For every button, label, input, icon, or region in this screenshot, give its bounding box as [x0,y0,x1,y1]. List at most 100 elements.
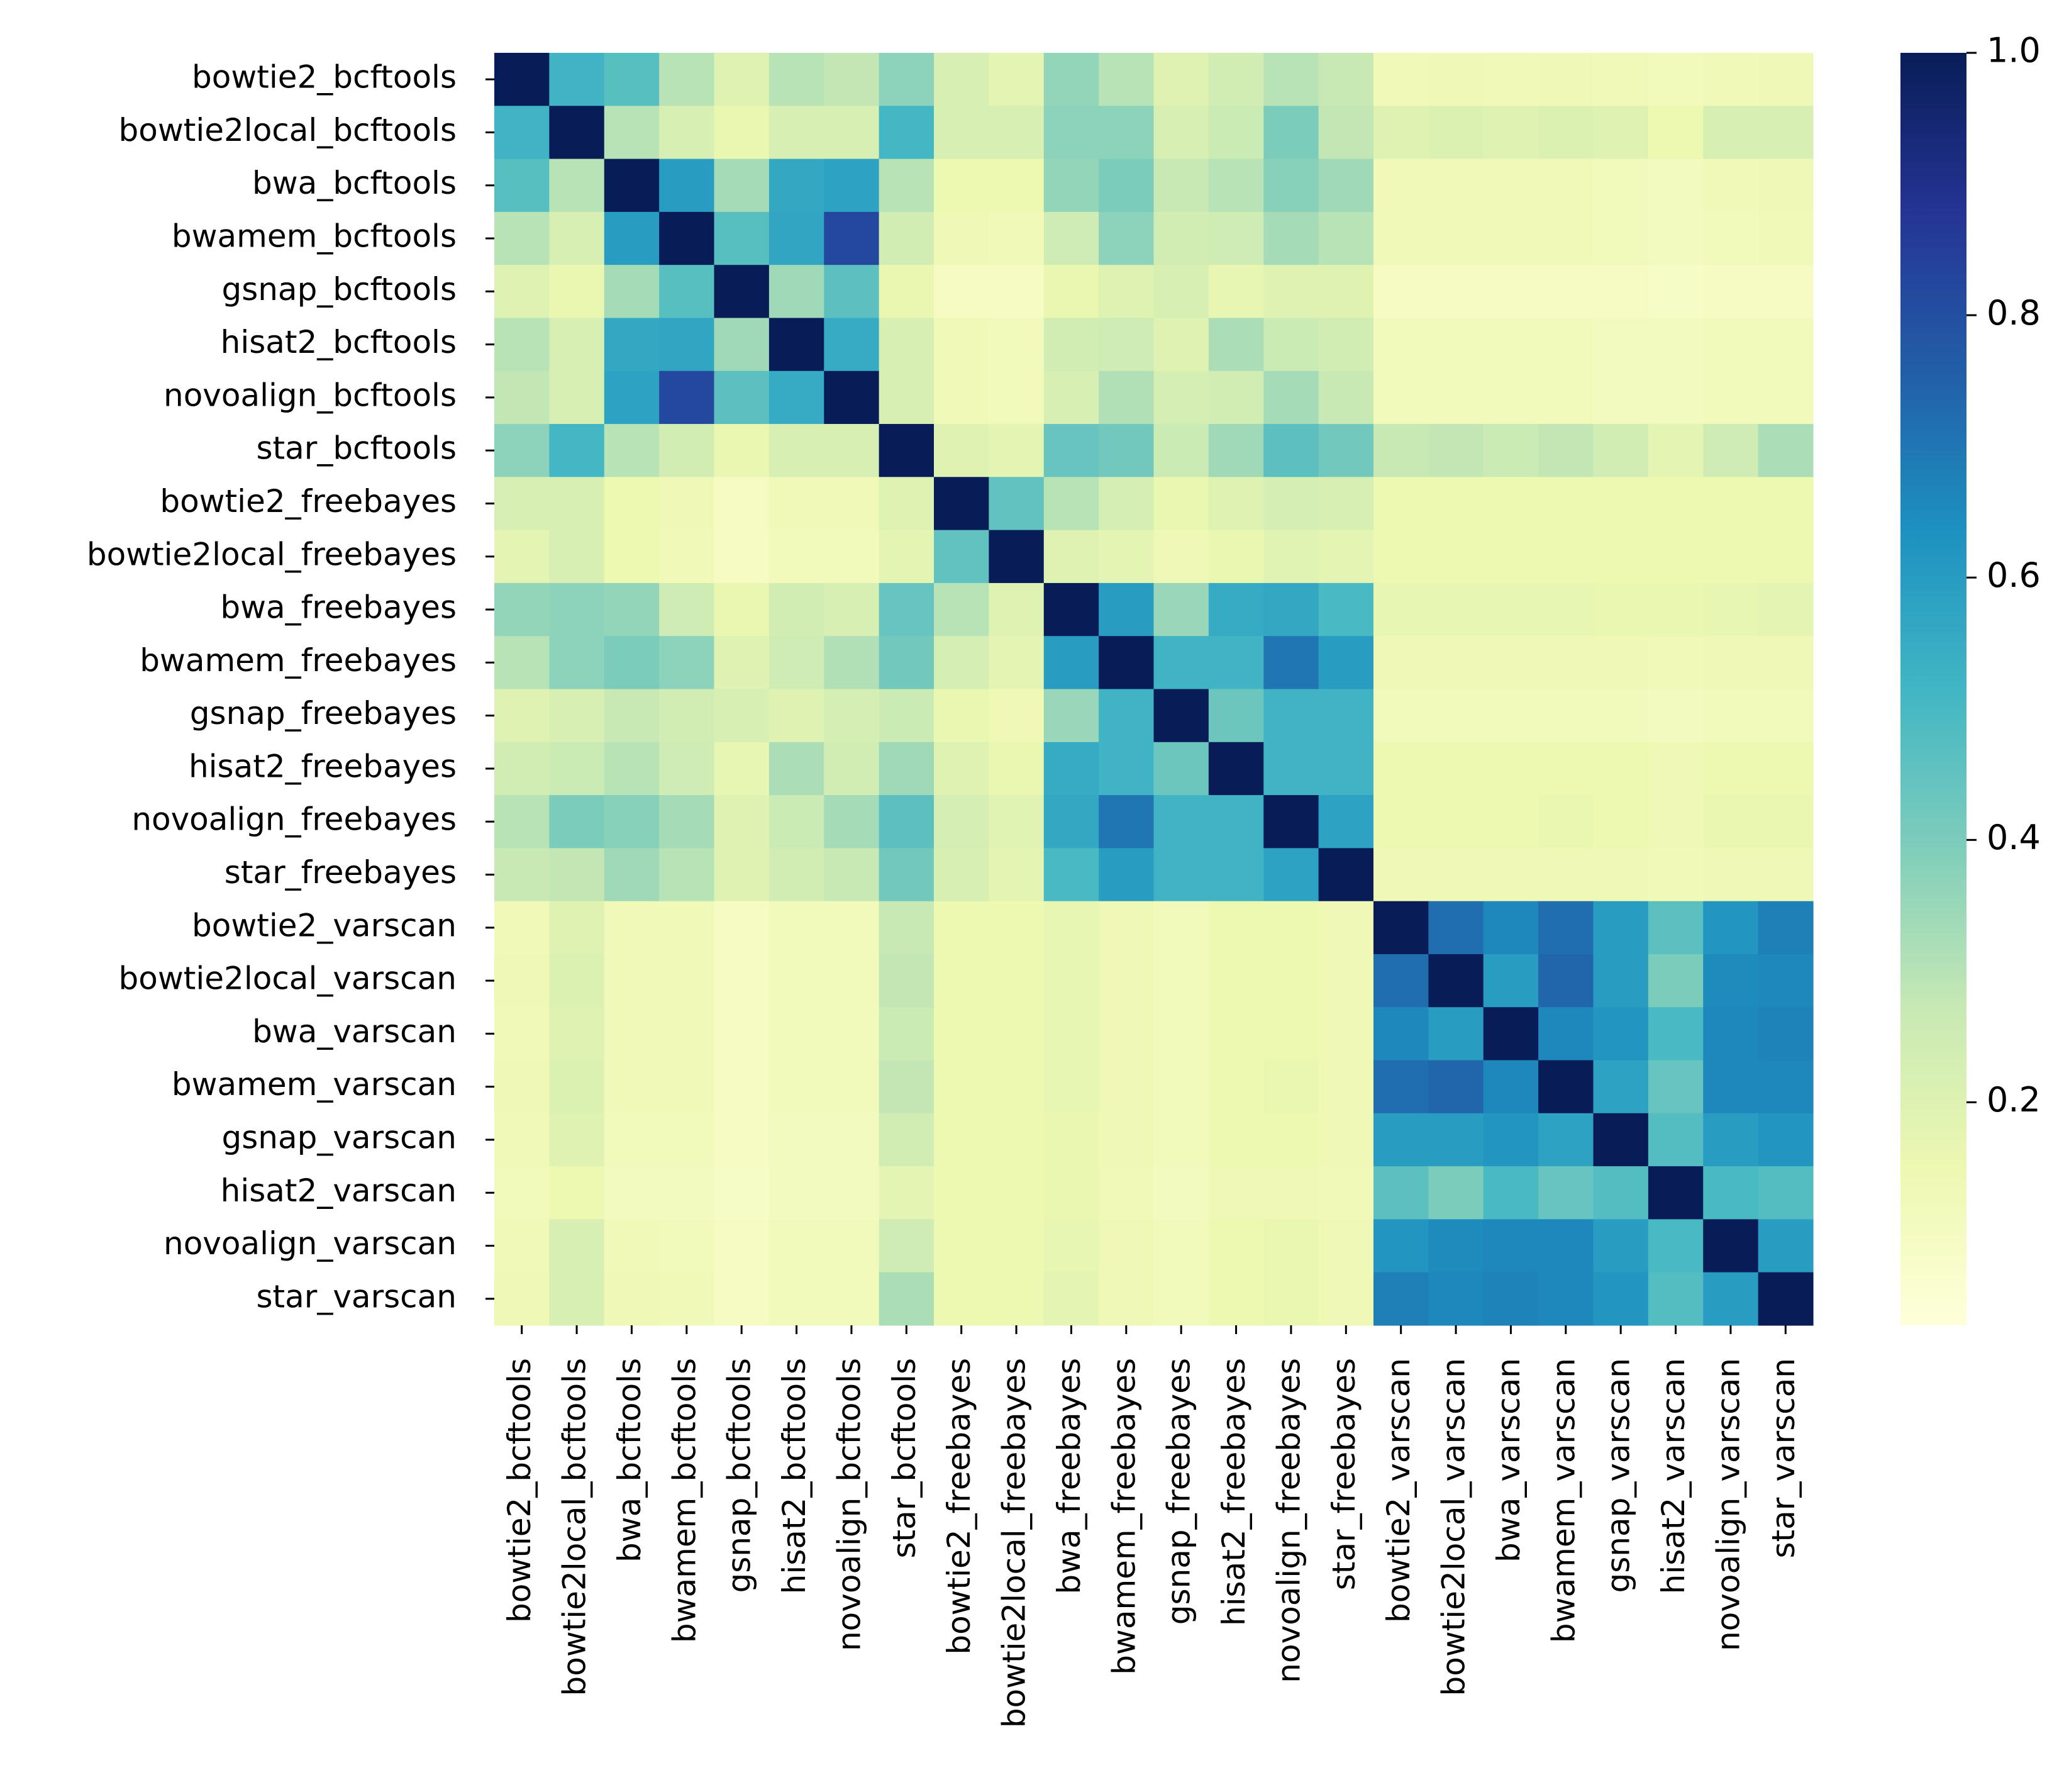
heatmap-cell-2-11 [1099,159,1155,213]
heatmap-cell-23-16 [1373,1272,1429,1326]
heatmap-cell-4-14 [1263,265,1319,319]
heatmap-cell-7-12 [1153,424,1209,477]
heatmap-cell-7-7 [879,424,935,477]
heatmap-cell-18-4 [714,1007,770,1061]
heatmap-cell-21-17 [1428,1166,1484,1220]
heatmap-cell-0-10 [1043,53,1099,106]
heatmap-cell-18-23 [1758,1007,1814,1061]
heatmap-cell-19-0 [494,1060,550,1114]
heatmap-cell-18-21 [1648,1007,1704,1061]
heatmap-cell-5-2 [604,318,660,372]
heatmap-cell-5-7 [879,318,935,372]
heatmap-cell-1-7 [879,106,935,160]
heatmap-cell-10-3 [659,582,715,637]
heatmap-cell-15-4 [714,848,770,902]
colorbar-tick-label: 0.2 [1987,1080,2041,1120]
column-label: star_varscan [1765,1358,1802,1559]
heatmap-cell-10-18 [1483,582,1539,637]
heatmap-cell-20-9 [989,1113,1045,1167]
heatmap-cell-21-21 [1648,1166,1704,1220]
heatmap-cell-10-21 [1648,582,1704,637]
heatmap-cell-6-22 [1703,370,1759,425]
heatmap-cell-21-10 [1043,1166,1099,1220]
heatmap-cell-12-3 [659,689,715,743]
heatmap-cell-10-12 [1153,582,1209,637]
heatmap-cell-7-17 [1428,424,1484,477]
heatmap-cell-11-13 [1208,636,1264,690]
heatmap-cell-13-18 [1483,742,1539,796]
heatmap-cell-20-22 [1703,1113,1759,1167]
heatmap-cell-8-23 [1758,477,1814,531]
heatmap-cell-18-17 [1428,1007,1484,1061]
heatmap-cell-23-18 [1483,1272,1539,1326]
heatmap-cell-16-14 [1263,901,1319,955]
heatmap-cell-15-16 [1373,848,1429,902]
heatmap-cell-22-11 [1099,1219,1155,1273]
column-label: bwa_varscan [1490,1358,1527,1562]
heatmap-cell-0-4 [714,53,770,106]
heatmap-cell-9-19 [1538,530,1594,584]
row-label: bwamem_freebayes [140,642,457,679]
heatmap-cell-9-16 [1373,530,1429,584]
heatmap-cell-17-19 [1538,954,1594,1008]
heatmap-cell-1-23 [1758,106,1814,160]
heatmap-cell-9-21 [1648,530,1704,584]
heatmap-cell-19-7 [879,1060,935,1114]
heatmap-cell-16-9 [989,901,1045,955]
heatmap-cell-10-2 [604,582,660,637]
heatmap-cell-20-17 [1428,1113,1484,1167]
heatmap-cell-11-3 [659,636,715,690]
heatmap-cell-13-8 [934,742,989,796]
heatmap-cell-4-12 [1153,265,1209,319]
heatmap-cell-8-20 [1593,477,1649,531]
heatmap-cell-20-11 [1099,1113,1155,1167]
heatmap-cell-7-18 [1483,424,1539,477]
row-label: bowtie2_bcftools [192,59,457,96]
heatmap-cell-21-0 [494,1166,550,1220]
heatmap-cell-18-14 [1263,1007,1319,1061]
heatmap-cell-1-2 [604,106,660,160]
heatmap-cell-3-2 [604,211,660,265]
heatmap-cell-7-23 [1758,424,1814,477]
column-label: hisat2_varscan [1655,1358,1692,1594]
heatmap-cell-1-19 [1538,106,1594,160]
heatmap-cell-0-3 [659,53,715,106]
heatmap-cell-2-7 [879,159,935,213]
heatmap-cell-23-1 [549,1272,605,1326]
colorbar-tick-label: 0.4 [1987,818,2041,857]
heatmap-cell-0-21 [1648,53,1704,106]
heatmap-cell-4-9 [989,265,1045,319]
heatmap-cell-9-1 [549,530,605,584]
heatmap-cell-19-23 [1758,1060,1814,1114]
heatmap-cell-21-6 [824,1166,880,1220]
heatmap-cell-13-10 [1043,742,1099,796]
heatmap-cell-14-20 [1593,795,1649,849]
heatmap-cell-4-23 [1758,265,1814,319]
heatmap-cell-12-14 [1263,689,1319,743]
heatmap-cell-22-13 [1208,1219,1264,1273]
heatmap-cell-17-20 [1593,954,1649,1008]
heatmap-cell-14-12 [1153,795,1209,849]
heatmap-cell-2-14 [1263,159,1319,213]
heatmap-cell-19-13 [1208,1060,1264,1114]
row-label: bwamem_varscan [172,1066,457,1103]
heatmap-cell-19-22 [1703,1060,1759,1114]
heatmap-cell-11-1 [549,636,605,690]
heatmap-cell-3-21 [1648,211,1704,265]
heatmap-cell-13-9 [989,742,1045,796]
heatmap-cell-9-0 [494,530,550,584]
heatmap-cell-15-20 [1593,848,1649,902]
heatmap-cell-19-3 [659,1060,715,1114]
heatmap-cell-13-22 [1703,742,1759,796]
heatmap-cell-11-16 [1373,636,1429,690]
heatmap-cell-6-10 [1043,370,1099,425]
heatmap-cell-1-15 [1318,106,1374,160]
heatmap-cell-0-7 [879,53,935,106]
heatmap-cell-14-23 [1758,795,1814,849]
heatmap-cell-6-12 [1153,370,1209,425]
heatmap-cell-22-9 [989,1219,1045,1273]
heatmap-cell-5-0 [494,318,550,372]
heatmap-cell-11-11 [1099,636,1155,690]
heatmap-cell-17-5 [768,954,824,1008]
